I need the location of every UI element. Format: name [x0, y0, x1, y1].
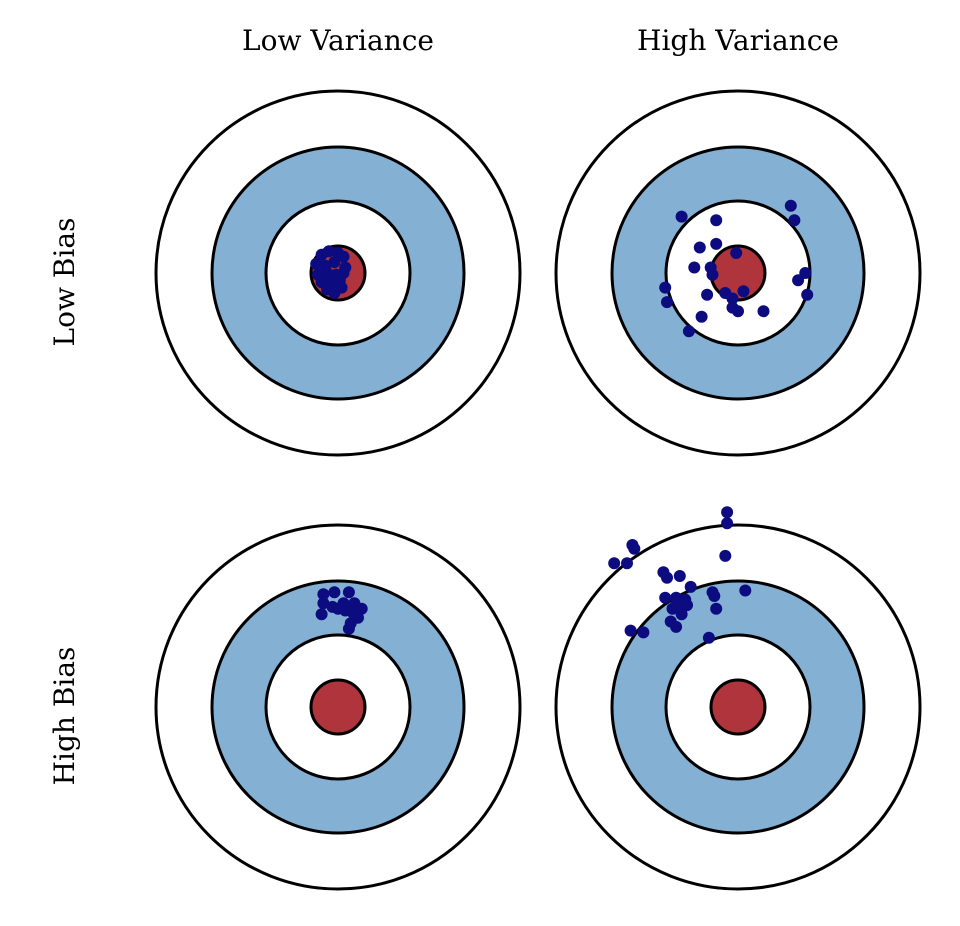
shot-point: [721, 517, 734, 530]
shot-point: [719, 549, 732, 562]
shot-point: [328, 586, 341, 599]
shot-point: [710, 214, 723, 227]
shot-point: [730, 247, 743, 259]
shot-point: [315, 608, 328, 621]
shot-point: [688, 261, 701, 274]
shot-point: [355, 602, 368, 615]
shot-point: [737, 285, 750, 298]
shot-point: [624, 624, 637, 637]
target-high-bias-low-variance: [154, 523, 522, 891]
shot-point: [661, 571, 673, 584]
shot-point: [721, 506, 734, 519]
shot-point: [666, 602, 679, 615]
shot-group: [310, 245, 352, 299]
shot-point: [321, 267, 334, 279]
shot-point: [684, 580, 697, 593]
shot-point: [628, 542, 641, 555]
shot-point: [670, 620, 683, 633]
shot-point: [675, 608, 688, 621]
bullseye: [309, 678, 367, 736]
row-label-low-bias: Low Bias: [48, 218, 81, 347]
shot-point: [659, 281, 672, 294]
shot-point: [784, 199, 797, 212]
target-low-bias-low-variance: [154, 89, 522, 457]
shot-point: [322, 245, 335, 258]
shot-point: [732, 305, 744, 318]
shot-group: [659, 199, 814, 338]
shot-point: [659, 591, 672, 604]
shot-point: [310, 257, 323, 270]
shot-point: [337, 250, 350, 263]
shot-point: [708, 590, 721, 602]
shot-group: [608, 506, 752, 644]
target-high-bias-high-variance: [554, 506, 922, 891]
shot-point: [675, 210, 688, 223]
shot-point: [661, 296, 673, 309]
column-label-high-variance: High Variance: [637, 24, 839, 57]
shot-group: [315, 586, 368, 635]
shot-point: [710, 602, 723, 615]
shot-point: [673, 570, 686, 582]
shot-point: [710, 237, 723, 250]
shot-point: [621, 557, 633, 570]
shot-point: [701, 288, 714, 301]
shot-point: [342, 622, 355, 635]
shot-point: [342, 586, 355, 599]
shot-point: [335, 281, 348, 294]
shot-point: [682, 325, 695, 338]
shot-point: [757, 305, 770, 318]
shot-point: [788, 214, 801, 227]
shot-point: [792, 274, 805, 287]
shot-point: [317, 588, 330, 601]
shot-point: [801, 288, 814, 301]
target-low-bias-high-variance: [554, 89, 922, 457]
shot-point: [608, 557, 621, 570]
shot-point: [637, 626, 650, 639]
shot-point: [702, 631, 715, 644]
shot-point: [328, 256, 341, 269]
row-label-high-bias: High Bias: [48, 647, 81, 786]
shot-point: [799, 267, 812, 279]
shot-point: [739, 584, 752, 597]
shot-point: [695, 310, 708, 323]
shot-point: [706, 268, 719, 281]
bullseye: [709, 678, 767, 736]
shot-point: [317, 597, 330, 610]
shot-point: [693, 241, 706, 254]
shot-point: [726, 292, 739, 305]
column-label-low-variance: Low Variance: [242, 24, 434, 57]
